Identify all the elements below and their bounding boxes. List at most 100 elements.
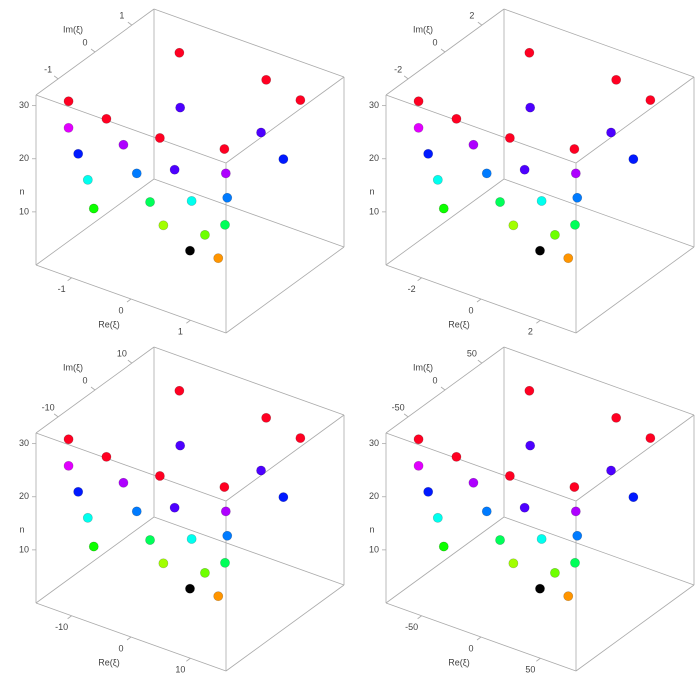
point [219,144,230,154]
box-edge [503,346,695,416]
y-axis-label: Im(ξ) [63,362,83,372]
point [570,506,581,517]
point [563,253,574,264]
box-edge [225,414,345,502]
point [63,434,74,445]
point [174,47,185,58]
box-edge [503,8,695,78]
y-tick [90,48,96,53]
y-tick-label: 10 [117,349,127,359]
z-tick-label: 10 [369,206,379,216]
x-axis-label: Re(ξ) [448,657,470,667]
x-axis-label: Re(ξ) [98,319,120,329]
y-tick-label: -1 [44,64,52,74]
point [536,534,547,544]
point [185,245,195,256]
point [118,477,129,488]
y-tick-label: 0 [82,37,87,47]
point [572,530,583,541]
box-edge [385,178,505,266]
point [570,557,580,568]
box-edge [385,94,577,164]
y-tick-label: -50 [392,402,405,412]
x-tick [417,277,422,282]
x-tick [67,615,72,620]
box-edge [35,516,155,604]
y-tick-label: 0 [432,37,437,47]
point [519,164,530,175]
point [423,486,434,497]
point [220,557,230,568]
x-tick-label: -50 [405,622,418,632]
point [645,433,656,443]
point [63,96,74,107]
x-tick [126,636,132,641]
box-edge [35,94,227,164]
y-tick-label: -2 [394,64,402,74]
z-axis-label: n [19,524,24,534]
point [525,102,536,113]
panel: -50 0 50 -50 0 50 10 20 30 Re(ξ) Im(ξ) n [369,346,695,675]
y-tick-label: 50 [467,349,477,359]
point [495,535,505,545]
x-tick-label: -10 [55,622,68,632]
z-tick-label: 10 [19,206,29,216]
point [295,433,306,443]
y-tick [90,386,96,391]
point [504,471,515,481]
point [295,95,306,105]
point [222,192,233,203]
point [432,512,443,523]
point [451,113,462,124]
point [256,465,266,476]
point [73,486,84,497]
y-tick-label: 0 [432,375,437,385]
point [438,203,449,214]
point [606,465,616,476]
x-tick-label: -2 [408,284,416,294]
y-tick [53,75,59,80]
box-edge [575,246,695,334]
panel: -1 0 1 -1 0 1 10 20 30 Re(ξ) Im(ξ) n [19,8,345,337]
x-tick [536,657,541,662]
panel: -2 0 2 -2 0 2 10 20 30 Re(ξ) Im(ξ) n [369,8,695,337]
point [278,492,289,503]
box-edge [153,516,345,586]
point [572,192,583,203]
point [220,219,230,230]
box-edge [575,76,695,164]
point [611,74,622,85]
point [423,148,434,159]
point [175,102,186,113]
point [569,482,580,492]
point [186,196,197,206]
y-tick-label: -10 [42,402,55,412]
point [413,96,424,107]
point [73,148,84,159]
z-tick-label: 10 [19,544,29,554]
point [535,245,545,256]
x-tick-label: 50 [525,665,535,675]
box-edge [503,178,695,248]
point [261,74,272,85]
point [131,168,142,179]
point [468,477,479,488]
z-tick-label: 20 [369,491,379,501]
x-tick-label: 0 [468,643,473,653]
point [158,220,169,231]
point [101,451,112,462]
z-tick-label: 10 [369,544,379,554]
point [261,412,272,423]
box-edge [225,246,345,334]
point [145,197,155,207]
point [524,385,535,396]
z-tick-label: 20 [369,153,379,163]
y-tick [440,48,446,53]
x-axis-label: Re(ξ) [98,657,120,667]
point [82,174,93,185]
point [481,168,492,179]
point [525,440,536,451]
point [508,220,519,231]
y-tick-label: 0 [82,375,87,385]
point [101,113,112,124]
